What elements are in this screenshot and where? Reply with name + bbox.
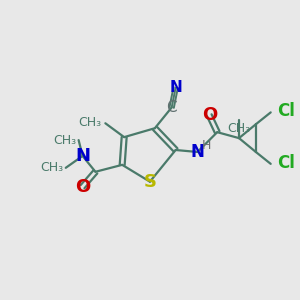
Text: O: O xyxy=(75,178,90,196)
Text: N: N xyxy=(190,143,204,161)
Text: N: N xyxy=(169,80,182,95)
Text: CH₃: CH₃ xyxy=(40,161,64,174)
Text: CH₃: CH₃ xyxy=(227,122,250,135)
Text: CH₃: CH₃ xyxy=(53,134,76,147)
Text: H: H xyxy=(202,139,211,152)
Text: S: S xyxy=(143,173,156,191)
Text: Cl: Cl xyxy=(277,154,295,172)
Text: O: O xyxy=(202,106,217,124)
Text: Cl: Cl xyxy=(277,102,295,120)
Text: CH₃: CH₃ xyxy=(78,116,101,129)
Text: N: N xyxy=(75,147,90,165)
Text: C: C xyxy=(167,100,177,115)
